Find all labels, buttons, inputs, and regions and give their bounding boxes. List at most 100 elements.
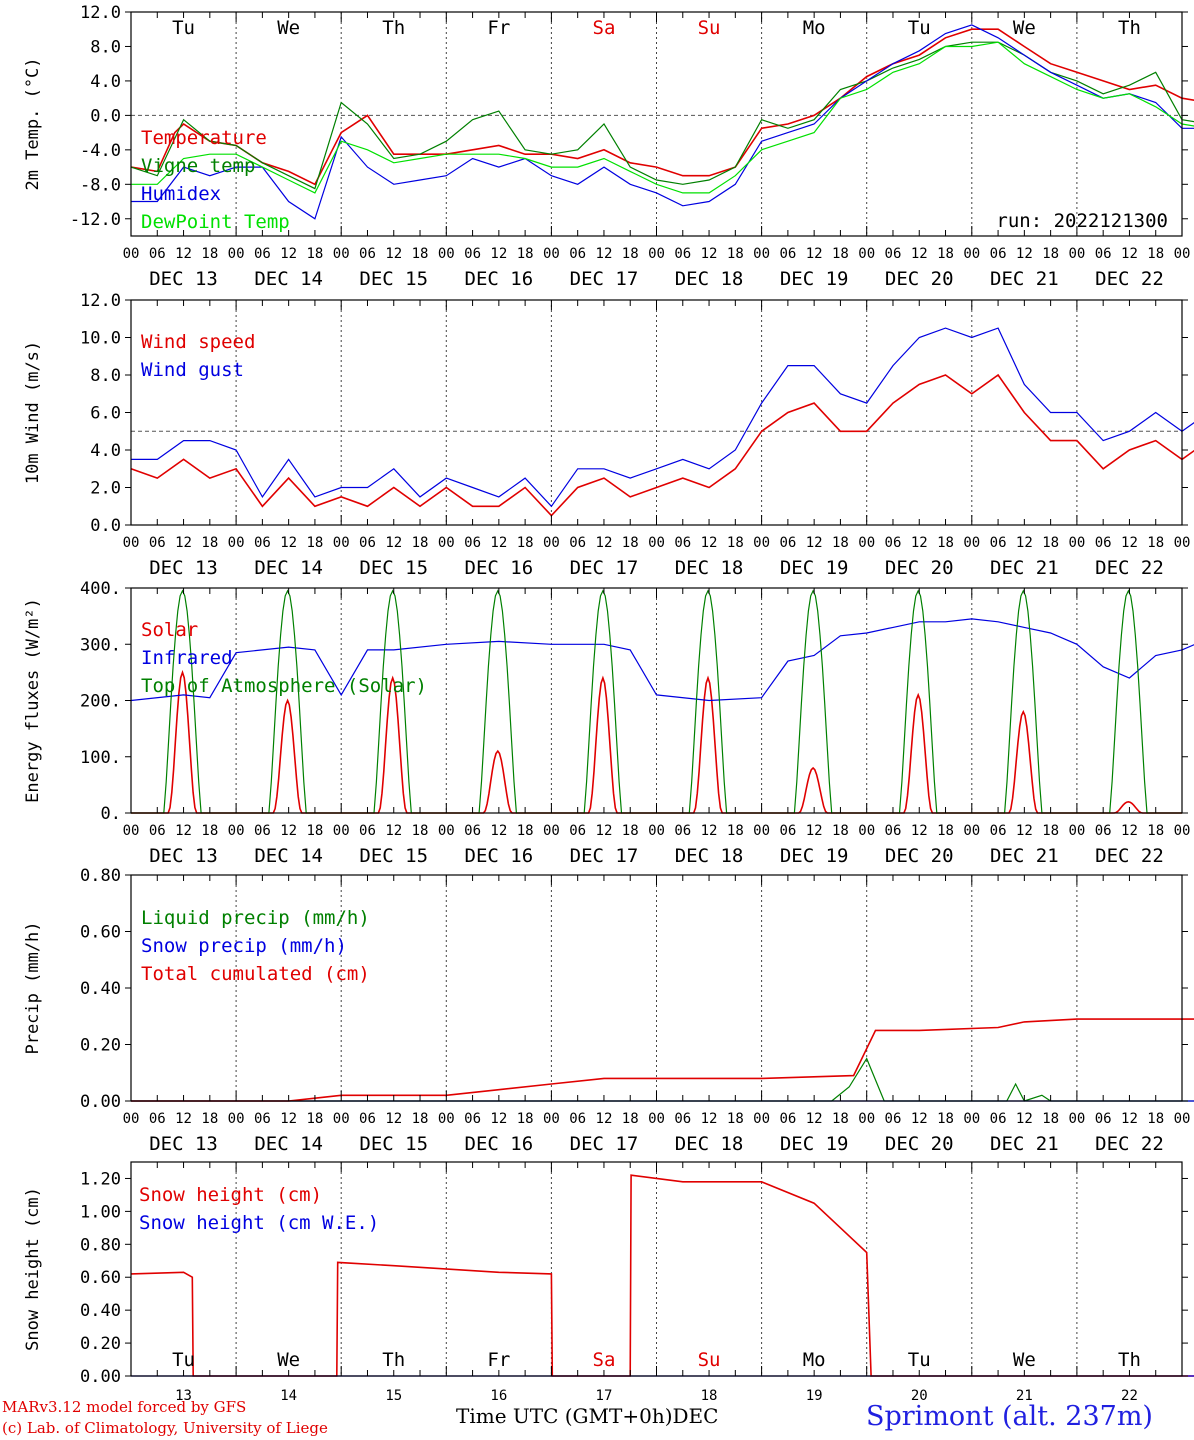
x-hour-label: 18 xyxy=(1147,535,1164,551)
y-tick-label: 0.0 xyxy=(90,516,121,536)
x-hour-label: 12 xyxy=(596,1111,613,1127)
y-tick-label: -4.0 xyxy=(80,141,121,161)
series-line xyxy=(131,327,1194,508)
x-hour-label: 12 xyxy=(1121,823,1138,839)
y-tick-label: 0.60 xyxy=(80,1268,121,1288)
x-hour-label: 00 xyxy=(228,246,245,262)
x-hour-label: 18 xyxy=(1042,535,1059,551)
x-day-label: DEC 21 xyxy=(990,845,1059,867)
weekday-label: Su xyxy=(698,17,721,39)
legend-entry: Wind speed xyxy=(141,331,255,353)
x-day-number: 18 xyxy=(701,1388,718,1404)
x-hour-label: 12 xyxy=(175,246,192,262)
x-hour-label: 06 xyxy=(674,1111,691,1127)
x-axis-title: Time UTC (GMT+0h)DEC xyxy=(456,1404,718,1428)
x-day-label: DEC 14 xyxy=(254,268,323,290)
x-hour-label: 18 xyxy=(201,1111,218,1127)
y-axis-title: 10m Wind (m/s) xyxy=(23,341,43,484)
weekday-label: Sa xyxy=(593,1349,616,1371)
series-line xyxy=(130,373,1194,517)
x-hour-label: 12 xyxy=(280,1111,297,1127)
x-day-label: DEC 14 xyxy=(254,557,323,579)
y-tick-label: 0.80 xyxy=(80,866,121,886)
x-hour-label: 18 xyxy=(622,246,639,262)
y-tick-label: 12.0 xyxy=(80,291,121,311)
x-hour-label: 18 xyxy=(306,535,323,551)
x-hour-label: 00 xyxy=(438,535,455,551)
x-hour-label: 12 xyxy=(385,1111,402,1127)
weekday-label: Th xyxy=(382,1349,405,1371)
x-hour-label: 18 xyxy=(517,535,534,551)
legend-entry: Temperature xyxy=(141,127,267,149)
x-hour-label: 18 xyxy=(937,1111,954,1127)
x-hour-label: 00 xyxy=(1068,535,1085,551)
x-hour-label: 18 xyxy=(1147,823,1164,839)
x-hour-label: 00 xyxy=(123,823,140,839)
x-day-number: 17 xyxy=(596,1388,613,1404)
series-line xyxy=(131,1057,1194,1102)
weekday-label: Fr xyxy=(487,17,510,39)
credit-line-1: MARv3.12 model forced by GFS xyxy=(2,1398,247,1416)
x-hour-label: 00 xyxy=(1174,823,1191,839)
x-hour-label: 18 xyxy=(412,823,429,839)
x-hour-label: 00 xyxy=(543,246,560,262)
y-tick-label: -8.0 xyxy=(80,175,121,195)
x-hour-label: 06 xyxy=(464,1111,481,1127)
weekday-label: Tu xyxy=(172,1349,195,1371)
x-day-label: DEC 20 xyxy=(885,268,954,290)
series-line xyxy=(130,28,1194,186)
x-hour-label: 12 xyxy=(596,823,613,839)
y-axis-title: Precip (mm/h) xyxy=(23,921,43,1054)
x-hour-label: 18 xyxy=(832,246,849,262)
x-hour-label: 18 xyxy=(937,246,954,262)
x-hour-label: 00 xyxy=(333,1111,350,1127)
run-label: run: 2022121300 xyxy=(996,210,1168,232)
x-hour-label: 18 xyxy=(306,1111,323,1127)
y-tick-label: 6.0 xyxy=(90,404,121,424)
x-axis-title-text: Time UTC (GMT+0h) xyxy=(456,1404,673,1428)
x-hour-label: 06 xyxy=(149,1111,166,1127)
x-hour-label: 00 xyxy=(1174,1111,1191,1127)
x-day-label: DEC 17 xyxy=(570,1133,639,1155)
x-hour-label: 06 xyxy=(885,246,902,262)
x-hour-label: 12 xyxy=(596,535,613,551)
x-hour-label: 06 xyxy=(674,246,691,262)
x-hour-label: 00 xyxy=(438,823,455,839)
x-day-label: DEC 16 xyxy=(465,1133,534,1155)
x-hour-label: 12 xyxy=(280,246,297,262)
x-hour-label: 18 xyxy=(832,535,849,551)
x-hour-label: 12 xyxy=(911,823,928,839)
x-hour-label: 12 xyxy=(175,1111,192,1127)
x-hour-label: 00 xyxy=(858,535,875,551)
x-hour-label: 06 xyxy=(779,246,796,262)
legend-entry: Wind gust xyxy=(141,359,244,381)
x-hour-label: 18 xyxy=(517,823,534,839)
x-hour-label: 06 xyxy=(359,1111,376,1127)
x-hour-label: 00 xyxy=(228,535,245,551)
legend-entry: Top of Atmosphere (Solar) xyxy=(141,675,427,697)
x-hour-label: 06 xyxy=(569,823,586,839)
y-tick-label: 0.60 xyxy=(80,923,121,943)
x-hour-label: 06 xyxy=(779,1111,796,1127)
x-day-label: DEC 18 xyxy=(675,845,744,867)
y-tick-label: 100. xyxy=(80,748,121,768)
x-hour-label: 06 xyxy=(674,823,691,839)
x-day-label: DEC 20 xyxy=(885,557,954,579)
weekday-label: Tu xyxy=(908,1349,931,1371)
x-hour-label: 00 xyxy=(963,246,980,262)
x-axis-title-month: DEC xyxy=(672,1404,719,1428)
x-day-label: DEC 20 xyxy=(885,845,954,867)
x-hour-label: 06 xyxy=(885,535,902,551)
x-hour-label: 00 xyxy=(963,535,980,551)
x-hour-label: 00 xyxy=(438,246,455,262)
x-hour-label: 18 xyxy=(517,1111,534,1127)
series-line xyxy=(131,1100,1194,1102)
x-day-label: DEC 19 xyxy=(780,557,849,579)
x-day-label: DEC 15 xyxy=(359,1133,428,1155)
x-day-label: DEC 19 xyxy=(780,1133,849,1155)
weekday-label: We xyxy=(1013,1349,1036,1371)
x-day-label: DEC 15 xyxy=(359,268,428,290)
x-hour-label: 06 xyxy=(1095,535,1112,551)
series-line xyxy=(130,1174,1194,1377)
